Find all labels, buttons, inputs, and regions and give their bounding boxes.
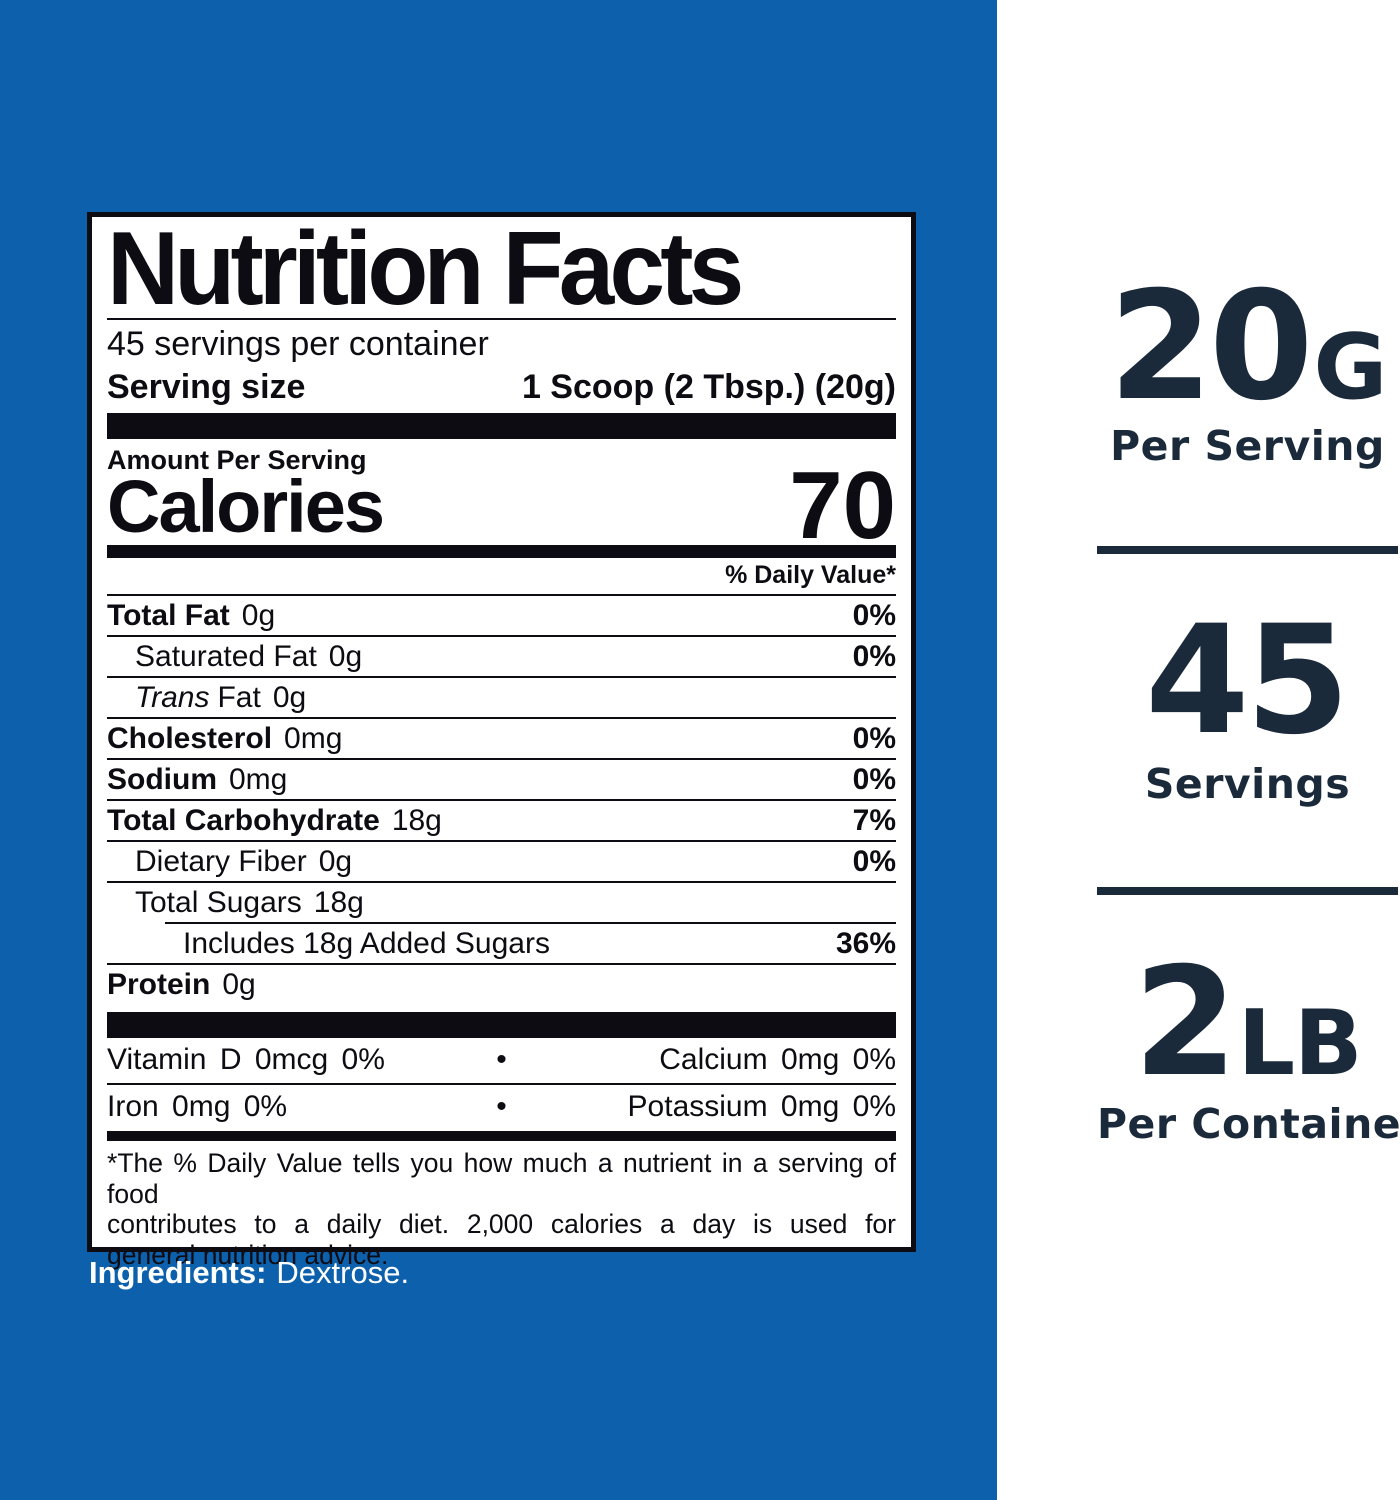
stat-per-container: 2 LB [1097,948,1398,1098]
nutrient-name: Total Carbohydrate 18g [107,804,442,838]
bullet-icon: • [496,1043,507,1077]
footnote-line: contributes to a daily diet. 2,000 calor… [107,1209,896,1240]
calories-row: Calories 70 [107,452,896,560]
title-underline [107,317,896,320]
ingredients-line: Ingredients: Dextrose. [89,1255,410,1290]
nutrient-row-protein: Protein 0g [107,965,896,1004]
stat-per-serving-caption: Per Serving [1110,422,1385,470]
bullet-icon: • [496,1089,507,1123]
nutrient-row-saturated-fat: Saturated Fat 0g 0% [107,637,896,679]
stat-value: 2 [1133,936,1237,1110]
micronutrient-right: Calcium 0mg 0% [659,1043,896,1077]
nutrient-name: Cholesterol 0mg [107,722,343,756]
footnote-line: *The % Daily Value tells you how much a … [107,1148,896,1209]
stat-servings: 45 [1097,606,1398,756]
micronutrient-row-1: Vitamin D 0mcg 0% • Calcium 0mg 0% [107,1038,896,1085]
serving-size-label: Serving size [107,367,306,406]
nutrient-name: Total Fat 0g [107,599,276,633]
nutrient-dv: 0% [852,599,896,633]
nutrient-dv: 7% [852,804,896,838]
indented-hairline [165,922,896,925]
stat-unit: LB [1237,991,1363,1096]
nutrient-name: Protein 0g [107,968,256,1002]
nutrition-facts-title: Nutrition Facts [107,211,744,327]
nutrient-dv: 0% [852,845,896,879]
separator-bar-medium [107,544,896,558]
separator-bar-thin [107,1131,896,1142]
ingredients-label: Ingredients: [89,1255,267,1290]
stat-divider [1097,887,1398,895]
nutrient-name: Dietary Fiber 0g [135,845,353,879]
micronutrient-left: Vitamin D 0mcg 0% [107,1043,385,1077]
nutrient-row-added-sugars: Includes 18g Added Sugars 36% [107,924,896,966]
micronutrient-left: Iron 0mg 0% [107,1089,288,1123]
nutrient-dv: 36% [835,927,896,961]
stat-unit: G [1313,315,1387,420]
daily-value-header: % Daily Value* [107,558,896,597]
daily-value-footnote: *The % Daily Value tells you how much a … [107,1148,896,1270]
nutrient-dv: 0% [852,763,896,797]
nutrition-facts-label: Nutrition Facts 45 servings per containe… [87,211,916,1270]
nutrient-name: Saturated Fat 0g [135,640,363,674]
separator-bar-thick [107,412,896,439]
servings-per-container: 45 servings per container [107,324,489,363]
stat-divider [1097,546,1398,554]
stat-value: 45 [1145,594,1350,768]
nutrient-name: Total Sugars 18g [135,886,364,920]
stat-per-serving-number: 20 G [1097,272,1398,422]
stat-per-container-number: 2 LB [1097,948,1398,1098]
serving-size-row: Serving size 1 Scoop (2 Tbsp.) (20g) [107,368,896,407]
nutrient-row-dietary-fiber: Dietary Fiber 0g 0% [107,842,896,884]
stat-value: 20 [1108,260,1314,434]
nutrient-row-total-sugars: Total Sugars 18g [107,883,896,922]
nutrient-row-cholesterol: Cholesterol 0mg 0% [107,719,896,761]
separator-bar-thick [107,1012,896,1039]
nutrient-name: Trans Fat 0g [135,681,307,715]
micronutrient-right: Potassium 0mg 0% [627,1089,896,1123]
nutrient-row-total-carbohydrate: Total Carbohydrate 18g 7% [107,801,896,843]
stat-servings-number: 45 [1097,606,1398,756]
stat-servings-caption: Servings [1144,760,1351,808]
stat-per-serving: 20 G [1097,272,1398,422]
nutrient-name: Includes 18g Added Sugars [183,927,550,961]
footnote-line: general nutrition advice. [107,1239,389,1270]
micronutrient-row-2: Iron 0mg 0% • Potassium 0mg 0% [107,1085,896,1130]
nutrient-row-trans-fat: Trans Fat 0g [107,678,896,720]
nutrient-name: Sodium 0mg [107,763,288,797]
calories-value: 70 [789,452,896,560]
stat-per-container-caption: Per Container [1097,1100,1400,1148]
nutrient-row-sodium: Sodium 0mg 0% [107,760,896,802]
calories-label: Calories [107,464,385,548]
nutrient-row-total-fat: Total Fat 0g 0% [107,596,896,638]
ingredients-value: Dextrose. [276,1255,410,1290]
serving-size-value: 1 Scoop (2 Tbsp.) (20g) [521,367,896,406]
amount-per-serving-label: Amount Per Serving [107,444,367,475]
nutrient-dv: 0% [852,640,896,674]
nutrient-dv: 0% [852,722,896,756]
